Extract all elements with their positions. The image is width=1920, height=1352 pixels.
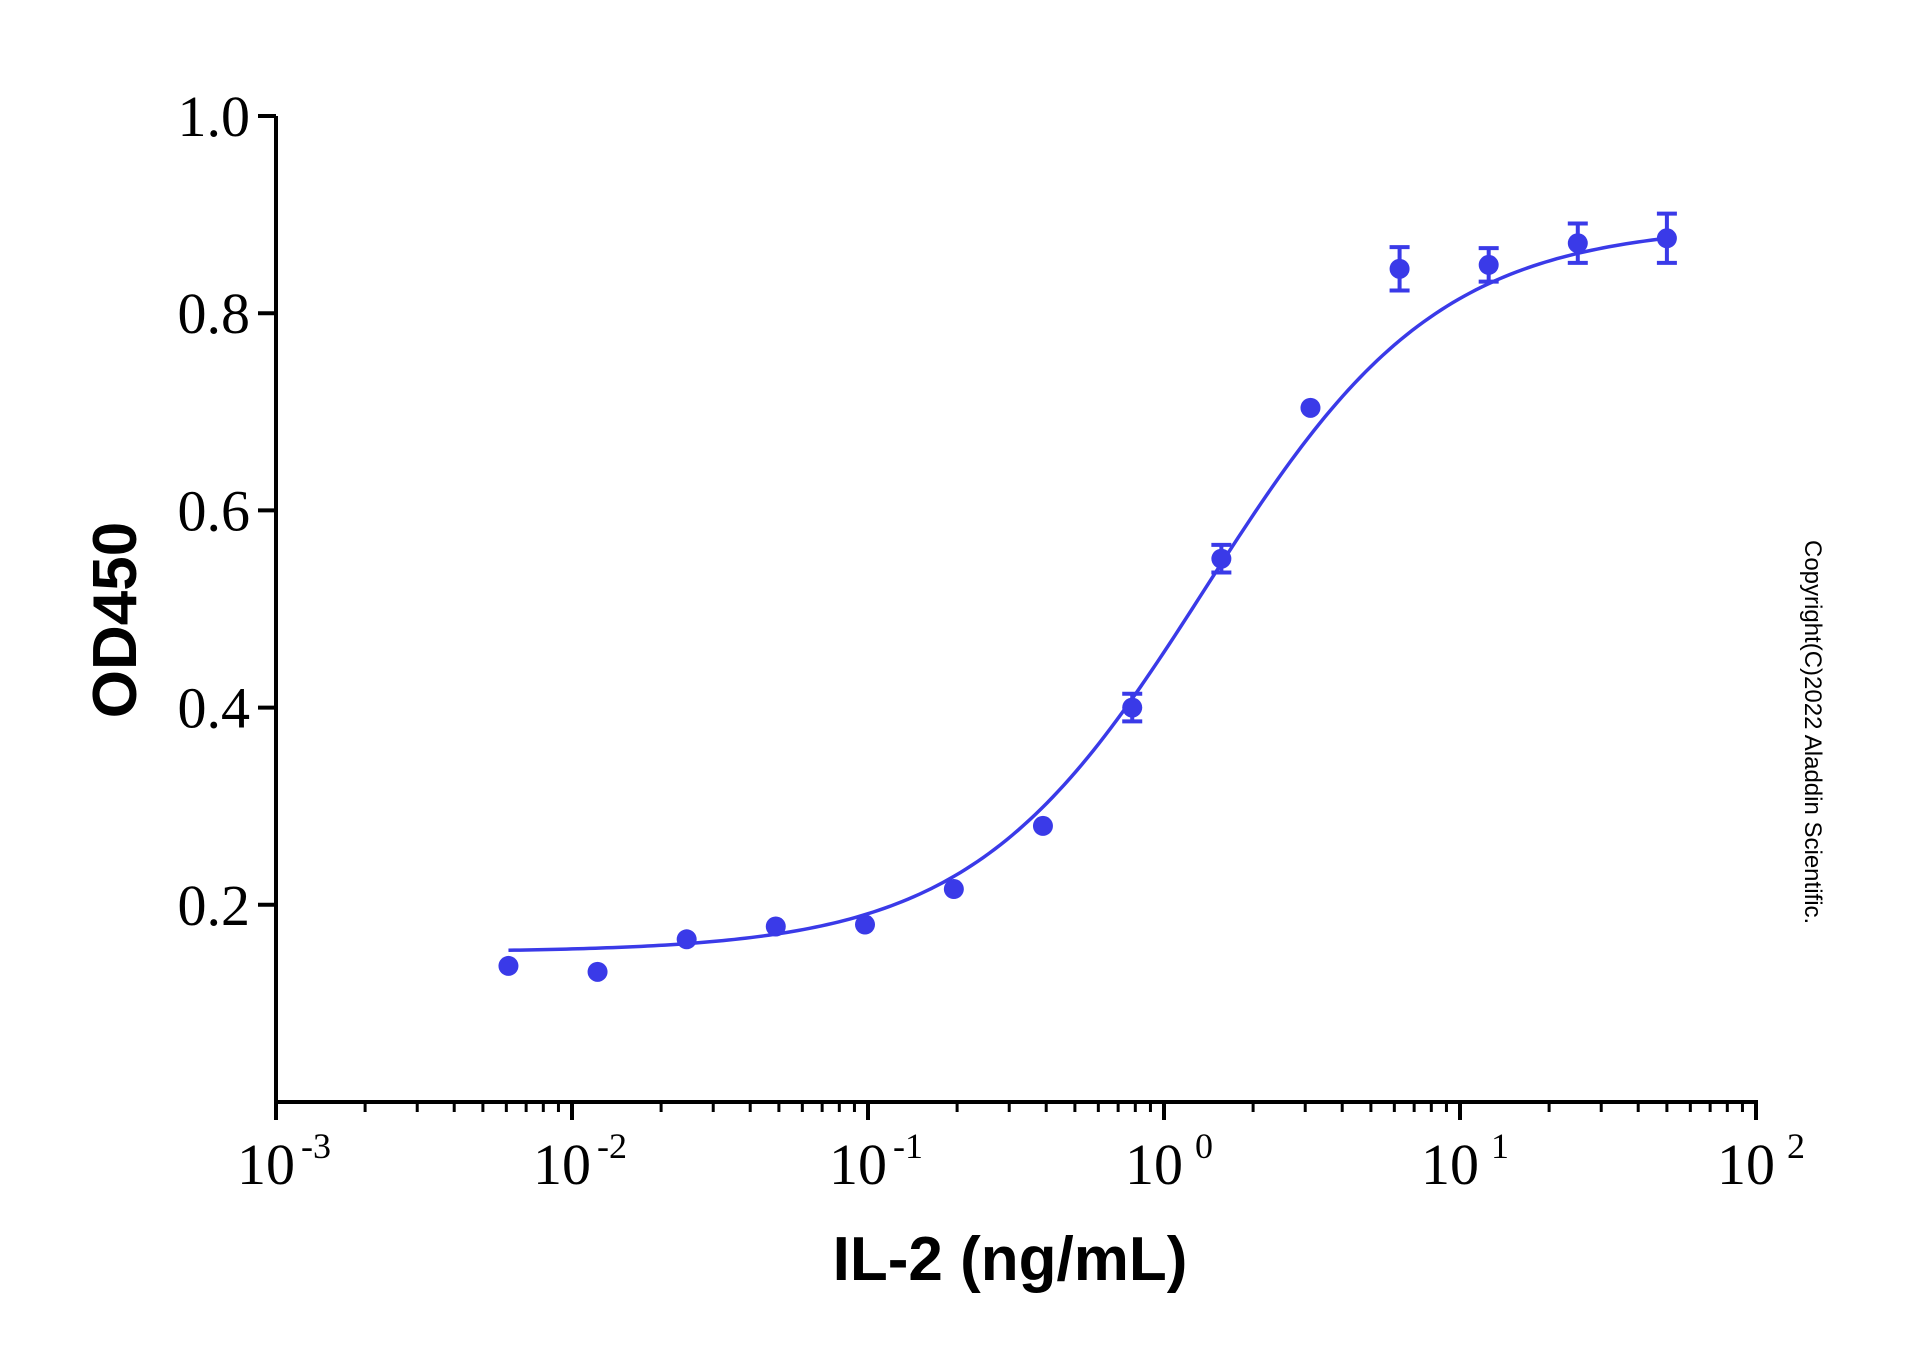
x-tick-label: 10 xyxy=(1421,1132,1479,1197)
data-point xyxy=(498,955,519,976)
data-point xyxy=(1567,233,1588,254)
data-point xyxy=(587,961,608,982)
data-point xyxy=(943,879,964,900)
data-point xyxy=(765,916,786,937)
data-point xyxy=(855,914,876,935)
y-tick-label: 0.8 xyxy=(178,281,251,346)
x-tick-exponent: -1 xyxy=(893,1126,923,1166)
x-tick-exponent: -3 xyxy=(301,1126,331,1166)
x-tick-label: 10 xyxy=(237,1132,295,1197)
copyright-text: Copyright(C)2022 Aladdin Scientific. xyxy=(1799,540,1826,924)
data-point xyxy=(1478,254,1499,275)
fit-curve xyxy=(508,236,1668,953)
data-point xyxy=(1122,697,1143,718)
y-axis-title: OD450 xyxy=(81,522,150,718)
data-point xyxy=(1389,258,1410,279)
x-tick-label: 10 xyxy=(1717,1132,1775,1197)
y-tick-label: 0.4 xyxy=(178,676,251,741)
x-tick-exponent: 1 xyxy=(1491,1126,1509,1166)
plot-area xyxy=(498,211,1677,982)
data-point xyxy=(1032,815,1053,836)
y-tick-label: 0.2 xyxy=(178,873,251,938)
x-tick-label: 10 xyxy=(533,1132,591,1197)
x-tick-exponent: 2 xyxy=(1787,1126,1805,1166)
axes: 0.20.40.60.81.010 -3 10 -2 10 -1 10 0 10 1 10 2 xyxy=(178,84,1806,1197)
y-tick-label: 0.6 xyxy=(178,478,251,543)
data-point xyxy=(676,929,697,950)
x-tick-label: 10 xyxy=(1125,1132,1183,1197)
x-axis-title: IL-2 (ng/mL) xyxy=(833,1225,1188,1294)
x-tick-label: 10 xyxy=(829,1132,887,1197)
data-point xyxy=(1656,228,1677,249)
data-point xyxy=(1300,397,1321,418)
x-tick-exponent: 0 xyxy=(1195,1126,1213,1166)
y-tick-label: 1.0 xyxy=(178,84,251,149)
x-tick-exponent: -2 xyxy=(597,1126,627,1166)
data-point xyxy=(1211,548,1232,569)
